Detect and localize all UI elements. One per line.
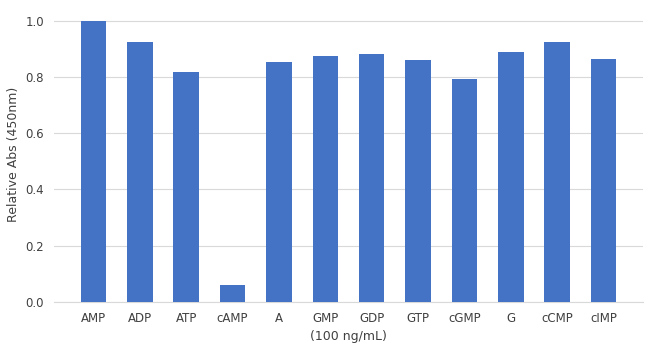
- Bar: [591, 59, 616, 302]
- Bar: [313, 56, 338, 302]
- Bar: [266, 62, 292, 302]
- Bar: [452, 78, 477, 302]
- Bar: [545, 42, 570, 302]
- Bar: [359, 54, 384, 302]
- Bar: [174, 71, 199, 302]
- Y-axis label: Relative Abs (450nm): Relative Abs (450nm): [7, 87, 20, 222]
- Bar: [81, 21, 106, 302]
- Bar: [220, 286, 245, 302]
- Bar: [127, 42, 153, 302]
- Bar: [405, 60, 431, 302]
- Bar: [498, 52, 523, 302]
- X-axis label: (100 ng/mL): (100 ng/mL): [310, 330, 387, 343]
